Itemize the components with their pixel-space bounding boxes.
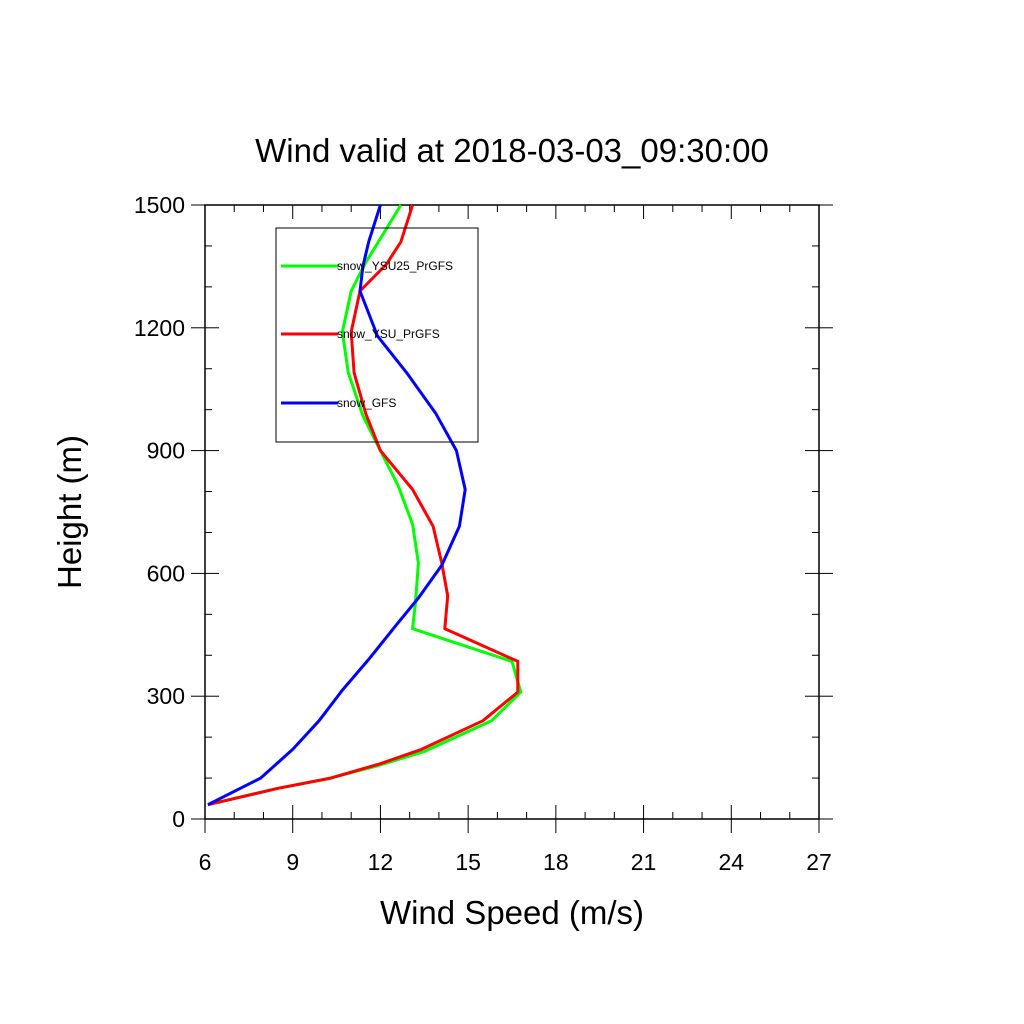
y-tick-label: 1200 xyxy=(134,315,185,341)
series-line-snow_GFS xyxy=(207,204,467,807)
x-tick-label: 12 xyxy=(368,849,394,875)
series-line-snow_YSU25_PrGFS xyxy=(207,204,523,807)
y-tick-label: 600 xyxy=(147,560,185,586)
x-tick-label: 6 xyxy=(199,849,212,875)
y-axis-label: Height (m) xyxy=(51,435,88,589)
legend-label: snow_YSU25_PrGFS xyxy=(337,259,453,273)
chart-title: Wind valid at 2018-03-03_09:30:00 xyxy=(255,132,769,169)
plot-frame xyxy=(204,204,820,820)
x-tick-label: 18 xyxy=(543,849,569,875)
x-axis: 6 9 12 15 18 21 24 27 xyxy=(199,205,832,875)
legend-label: snow_GFS xyxy=(337,396,396,410)
y-axis: 0 300 600 900 1200 1500 xyxy=(134,192,833,832)
y-tick-label: 300 xyxy=(147,683,185,709)
x-tick-label: 15 xyxy=(455,849,481,875)
x-tick-label: 24 xyxy=(718,849,744,875)
x-tick-label: 9 xyxy=(286,849,299,875)
legend-box xyxy=(275,227,479,443)
legend: snow_YSU25_PrGFS snow_YSU_PrGFS snow_GFS xyxy=(275,227,479,443)
y-tick-label: 1500 xyxy=(134,192,185,218)
x-tick-label: 27 xyxy=(806,849,832,875)
y-tick-label: 0 xyxy=(172,806,185,832)
y-tick-label: 900 xyxy=(147,438,185,464)
x-axis-label: Wind Speed (m/s) xyxy=(380,894,644,931)
x-tick-label: 21 xyxy=(631,849,657,875)
legend-label: snow_YSU_PrGFS xyxy=(337,327,440,341)
series-layer xyxy=(207,204,523,807)
